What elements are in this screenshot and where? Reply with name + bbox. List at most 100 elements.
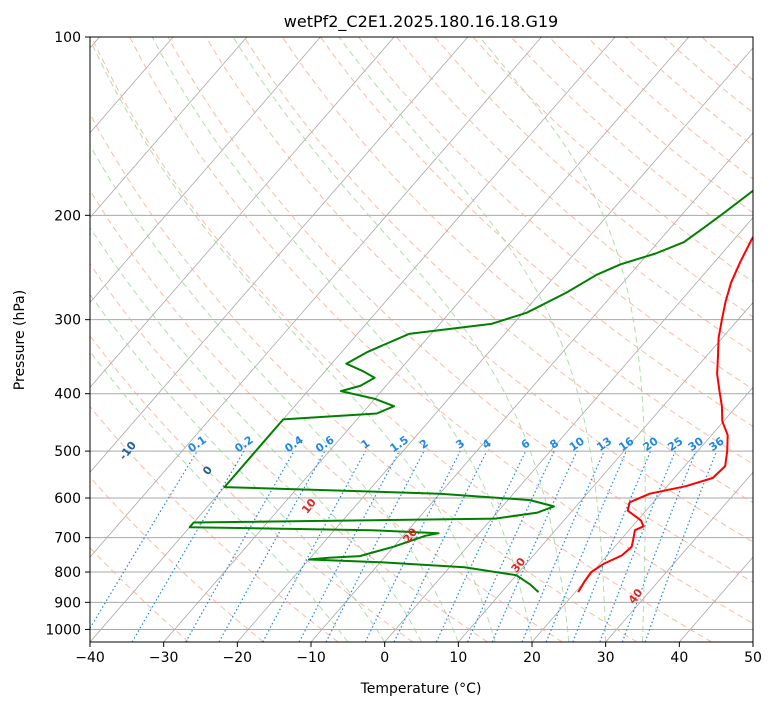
isotherm-line	[237, 47, 753, 642]
mixing-ratio-line	[298, 450, 400, 642]
mixing-ratio-line	[491, 450, 578, 642]
y-tick-label: 100	[54, 30, 81, 46]
mixing-ratio-line	[572, 450, 652, 642]
dry-adiabat	[510, 37, 753, 248]
dry-adiabat	[701, 37, 753, 81]
isotherm-line	[90, 37, 616, 642]
moist-adiabat	[479, 37, 646, 642]
dry-adiabat	[205, 37, 753, 543]
mixing-ratio-line	[218, 450, 326, 642]
dry-adiabat	[90, 189, 563, 642]
isotherm-line	[90, 37, 542, 558]
y-tick-label: 600	[54, 491, 81, 507]
x-tick-label: 50	[744, 650, 762, 666]
dry-adiabat	[472, 37, 753, 283]
mixing-ratio-label: 1.5	[388, 433, 411, 455]
x-tick-label: −30	[149, 650, 179, 666]
mixing-ratio-line	[521, 450, 605, 642]
y-tick-label: 700	[54, 531, 81, 547]
mixing-ratio-line	[545, 450, 627, 642]
mixing-ratio-line	[644, 450, 718, 642]
isotherm-line	[384, 217, 753, 642]
isotherm-line	[90, 37, 248, 219]
y-tick-label: 200	[54, 208, 81, 224]
mixing-ratio-line	[262, 450, 367, 642]
moist-adiabat	[90, 144, 459, 642]
moist-adiabat	[338, 37, 607, 642]
mixing-ratio-line	[435, 450, 527, 642]
dry-adiabat	[396, 37, 753, 354]
x-tick-label: 40	[670, 650, 688, 666]
x-tick-label: 0	[380, 650, 389, 666]
x-tick-label: −20	[223, 650, 253, 666]
isotherm-line	[752, 641, 753, 642]
isotherm-line	[90, 37, 321, 304]
dry-adiabat	[90, 262, 488, 642]
y-tick-label: 900	[54, 595, 81, 611]
dry-adiabat	[319, 37, 753, 427]
isotherm-line	[531, 386, 753, 642]
isotherm-line	[679, 556, 753, 642]
mixing-ratio-line	[466, 450, 555, 642]
dry-adiabat-label: -20	[34, 412, 57, 436]
mixing-ratio-line	[131, 450, 245, 642]
mixing-ratio-line	[621, 450, 697, 642]
isotherm-line	[90, 37, 469, 473]
isotherm-line	[458, 301, 753, 642]
isotherm-line	[605, 471, 753, 642]
dry-adiabat	[243, 37, 753, 504]
moist-adiabat	[90, 38, 496, 642]
mixing-ratio-label: 0.4	[282, 433, 306, 455]
x-tick-label: 30	[597, 650, 615, 666]
mixing-ratio-line	[185, 450, 295, 642]
mixing-ratio-label: 8	[547, 437, 561, 452]
dry-adiabat-label: 10	[299, 496, 319, 516]
dry-adiabat	[548, 37, 753, 214]
y-tick-label: 1000	[45, 622, 81, 638]
y-tick-label: 500	[54, 444, 81, 460]
mixing-ratio-label: 3	[453, 437, 467, 452]
grid-lines	[90, 37, 753, 642]
moist-adiabat	[232, 37, 570, 642]
dry-adiabat	[358, 37, 753, 390]
dry-adiabat	[167, 37, 753, 583]
dry-adiabat	[90, 476, 264, 642]
isotherm-line	[163, 37, 690, 642]
chart-title: wetPf2_C2E1.2025.180.16.18.G19	[284, 12, 558, 32]
plot-frame	[89, 36, 754, 643]
dry-adiabat	[90, 334, 414, 642]
x-tick-label: 20	[523, 650, 541, 666]
x-axis-label: Temperature (°C)	[360, 681, 482, 697]
moist-adiabat	[90, 226, 422, 642]
moist-adiabat	[90, 350, 349, 642]
mixing-ratio-label: 6	[519, 437, 533, 452]
mixing-ratio-label: 1	[359, 437, 373, 452]
series-layer	[188, 189, 753, 593]
mixing-ratio-label: 0.2	[232, 433, 255, 455]
dry-adiabat-label: 40	[626, 586, 646, 606]
temperature-profile-line	[577, 235, 753, 593]
dry-adiabat	[129, 37, 753, 624]
x-tick-label: −40	[75, 650, 105, 666]
mixing-ratio-label: 4	[480, 437, 494, 452]
mixing-ratio-line	[393, 450, 488, 642]
isoline-labels: 0.10.20.40.611.52346810131620253036-100-…	[34, 412, 726, 606]
x-tick-label: −10	[296, 650, 326, 666]
dewpoint-profile-line	[188, 189, 753, 593]
moist-adiabat	[90, 293, 386, 642]
dry-adiabat	[91, 37, 712, 642]
y-axis-label: Pressure (hPa)	[12, 290, 28, 390]
isotherm-line	[90, 37, 395, 389]
axis-ticks: −40 −30 −20 −10 0 10 20 30 40 50 1000 900 800 700 600 5…	[45, 30, 762, 666]
dry-adiabat	[434, 37, 753, 318]
y-tick-label: 300	[54, 313, 81, 329]
y-tick-label: 800	[54, 565, 81, 581]
dry-adiabat	[281, 37, 753, 465]
mixing-ratio-label: 0.6	[313, 433, 337, 455]
dry-adiabat	[586, 37, 753, 180]
x-tick-label: 10	[449, 650, 467, 666]
mixing-ratio-line	[90, 450, 198, 630]
dry-adiabat	[90, 112, 638, 642]
moist-adiabat	[151, 37, 533, 642]
